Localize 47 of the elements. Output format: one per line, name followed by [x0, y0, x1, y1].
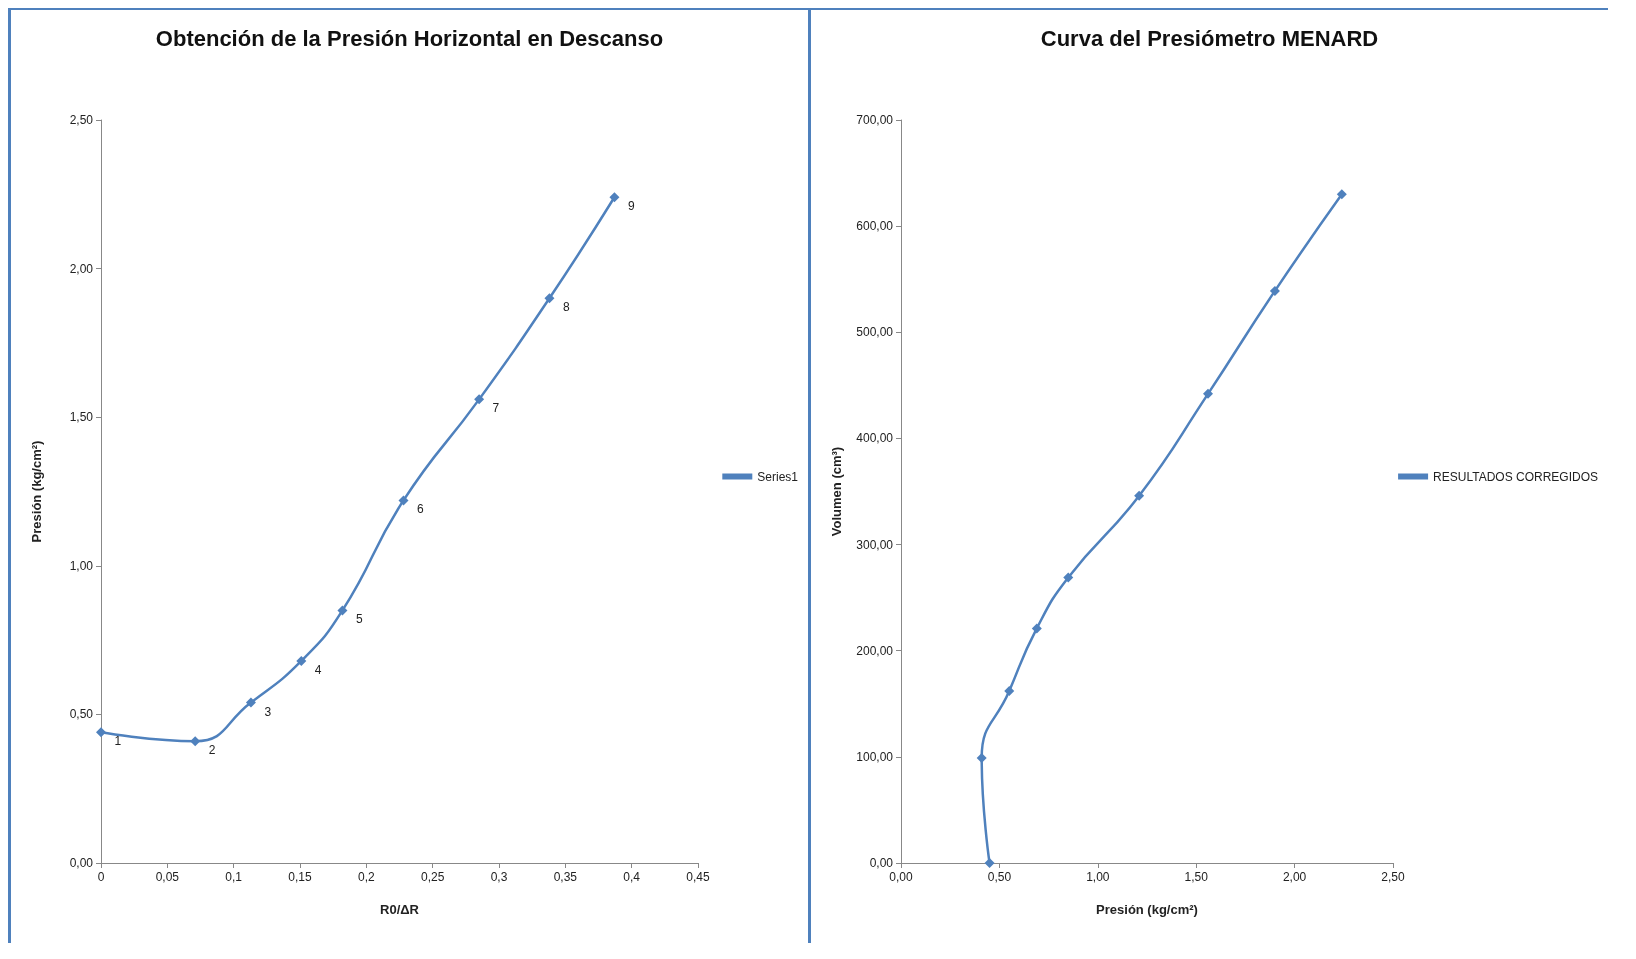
x-tick-label: 0,00 — [889, 870, 913, 884]
y-tick-label: 2,50 — [69, 113, 94, 127]
y-tick-label: 400,00 — [856, 431, 894, 446]
x-tick-label: 0,45 — [686, 870, 710, 884]
annotation: 7 — [492, 401, 500, 416]
x-tick-label: 0 — [97, 870, 105, 884]
y-tick-label: 2,00 — [69, 261, 94, 276]
x-tick-label: 2,50 — [1381, 870, 1405, 884]
y-axis-title: Presión (kg/cm²) — [29, 440, 44, 543]
annotation: 2 — [208, 743, 216, 758]
y-tick-label: 0,50 — [69, 707, 94, 722]
annotation: 3 — [264, 704, 272, 719]
y-tick-label: 600,00 — [856, 219, 894, 234]
y-axis-title: Volumen (cm³) — [829, 446, 844, 537]
y-tick-label: 1,50 — [69, 410, 94, 425]
x-tick-label: 0,15 — [288, 870, 312, 884]
annotation: 5 — [355, 612, 363, 627]
y-tick-label: 200,00 — [856, 643, 894, 658]
y-tick-label: 1,00 — [69, 558, 94, 573]
annotation: 4 — [314, 662, 322, 677]
x-tick-label: 1,50 — [1184, 870, 1209, 884]
y-tick-label: 0,00 — [69, 856, 94, 870]
x-tick-label: 0,3 — [490, 870, 508, 884]
y-tick-label: 100,00 — [856, 749, 894, 764]
y-tick-label: 300,00 — [856, 537, 894, 552]
x-axis-title: R0/ΔR — [380, 902, 420, 917]
x-tick-label: 0,25 — [420, 870, 445, 884]
annotation: 8 — [562, 300, 570, 315]
annotation: 6 — [416, 502, 424, 517]
x-tick-label: 0,50 — [987, 870, 1012, 884]
x-tick-label: 1,00 — [1086, 870, 1110, 884]
x-tick-label: 0,4 — [623, 870, 641, 884]
legend-label: RESULTADOS CORREGIDOS — [1433, 469, 1599, 484]
annotation: 1 — [114, 734, 122, 749]
chart-title: Curva del Presiómetro MENARD — [1040, 25, 1379, 51]
annotation: 9 — [627, 199, 635, 214]
y-tick-label: 500,00 — [856, 325, 894, 340]
x-tick-label: 0,2 — [357, 870, 375, 884]
x-tick-label: 2,00 — [1282, 870, 1307, 884]
x-tick-label: 0,05 — [155, 870, 180, 884]
x-tick-label: 0,1 — [225, 870, 243, 884]
y-tick-label: 0,00 — [869, 856, 894, 870]
legend-label: Series1 — [757, 469, 799, 484]
x-axis-title: Presión (kg/cm²) — [1096, 902, 1198, 917]
y-tick-label: 700,00 — [856, 113, 894, 127]
chart-title: Obtención de la Presión Horizontal en Descanso — [155, 25, 664, 51]
x-tick-label: 0,35 — [553, 870, 578, 884]
